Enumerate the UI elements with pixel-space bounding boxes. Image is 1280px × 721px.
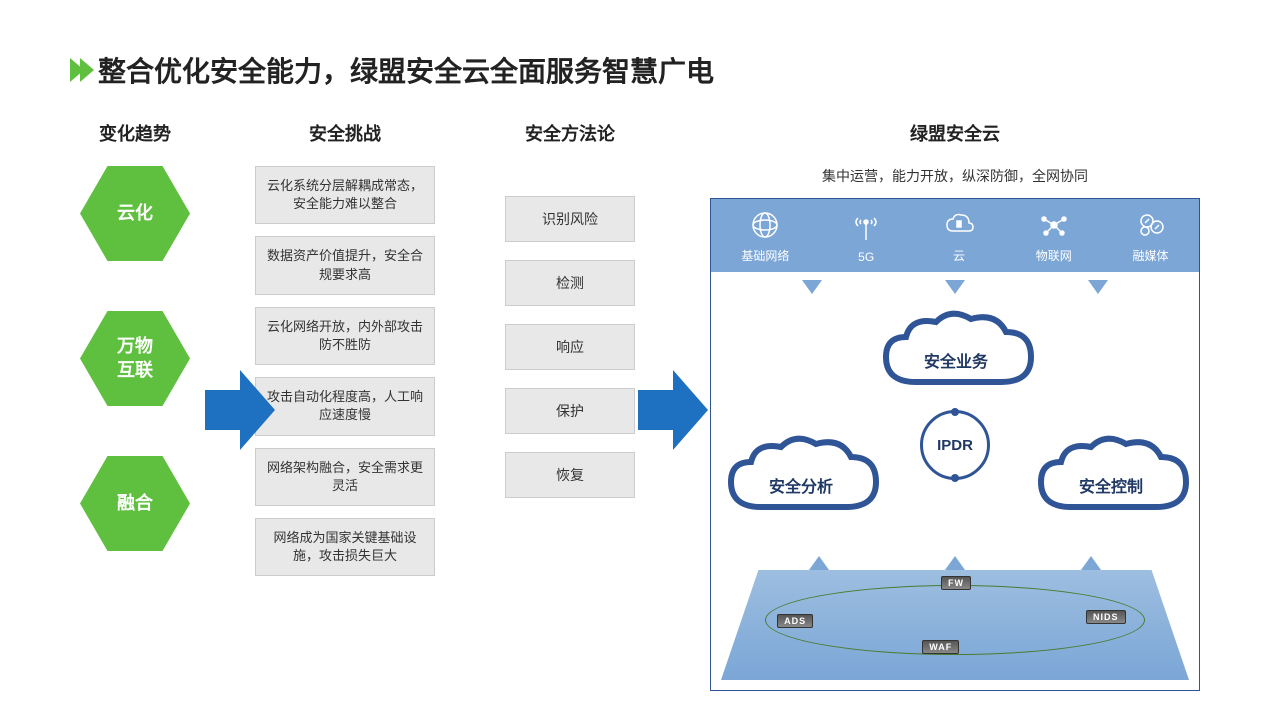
- col-method: 安全方法论 识别风险 检测 响应 保护 恢复: [500, 120, 640, 516]
- device-nids: NIDS: [1086, 610, 1126, 624]
- cloud-subtitle: 集中运营，能力开放，纵深防御，全网协同: [822, 166, 1088, 186]
- method-box: 保护: [505, 388, 635, 434]
- method-box: 识别风险: [505, 196, 635, 242]
- title-row: 整合优化安全能力，绿盟安全云全面服务智慧广电: [70, 50, 1210, 90]
- arrow-up-icon: [809, 556, 829, 570]
- col-label-challenges: 安全挑战: [309, 120, 381, 146]
- cloud-top: 安全业务: [876, 307, 1036, 397]
- media-icon: [1135, 209, 1167, 241]
- challenge-box: 攻击自动化程度高，人工响应速度慢: [255, 377, 435, 435]
- challenge-box: 云化网络开放，内外部攻击防不胜防: [255, 307, 435, 365]
- band-media: 融媒体: [1133, 209, 1169, 264]
- arrow-icon: [638, 370, 708, 450]
- arrow-down-icon: [1088, 280, 1108, 294]
- platform: FW ADS WAF NIDS: [721, 570, 1189, 680]
- arrow-up-icon: [1081, 556, 1101, 570]
- device-ads: ADS: [777, 614, 813, 628]
- challenge-box: 网络成为国家关键基础设施，攻击损失巨大: [255, 518, 435, 576]
- band-5g: 5G: [850, 212, 882, 264]
- arrows-up: [711, 556, 1199, 570]
- col-trends: 变化趋势 云化 万物 互联 融合: [70, 120, 200, 551]
- hex-fusion: 融合: [80, 456, 190, 551]
- ipdr-circle: IPDR: [920, 410, 990, 480]
- band-network: 基础网络: [741, 209, 789, 264]
- challenge-box: 网络架构融合，安全需求更灵活: [255, 448, 435, 506]
- arrow-up-icon: [945, 556, 965, 570]
- main-title: 整合优化安全能力，绿盟安全云全面服务智慧广电: [98, 50, 714, 90]
- col-label-method: 安全方法论: [525, 120, 615, 146]
- col-label-trends: 变化趋势: [99, 120, 171, 146]
- band-cloud: 云: [943, 209, 975, 264]
- arrows-down: [711, 272, 1199, 302]
- arrow-down-icon: [802, 280, 822, 294]
- col-label-cloud: 绿盟安全云: [910, 120, 1000, 146]
- top-band: 基础网络 5G 云 物联网 融媒体: [711, 199, 1199, 272]
- cloud-icon: [943, 209, 975, 241]
- col-challenges: 安全挑战 云化系统分层解耦成常态，安全能力难以整合 数据资产价值提升，安全合规要…: [250, 120, 440, 588]
- cloud-left: 安全分析: [721, 432, 881, 522]
- challenge-box: 云化系统分层解耦成常态，安全能力难以整合: [255, 166, 435, 224]
- hex-iot: 万物 互联: [80, 311, 190, 406]
- challenge-box: 数据资产价值提升，安全合规要求高: [255, 236, 435, 294]
- method-box: 检测: [505, 260, 635, 306]
- antenna-icon: [850, 212, 882, 244]
- cloud-area: 安全业务 安全分析 安全控制 IPDR: [711, 302, 1199, 562]
- iot-icon: [1038, 209, 1070, 241]
- cloud-panel: 基础网络 5G 云 物联网 融媒体 安全业务: [710, 198, 1200, 691]
- device-fw: FW: [941, 576, 971, 590]
- arrow-down-icon: [945, 280, 965, 294]
- band-iot: 物联网: [1036, 209, 1072, 264]
- device-waf: WAF: [922, 640, 959, 654]
- chevron-icon: [70, 58, 90, 82]
- method-box: 恢复: [505, 452, 635, 498]
- hex-cloud: 云化: [80, 166, 190, 261]
- arrow-icon: [205, 370, 275, 450]
- globe-icon: [749, 209, 781, 241]
- cloud-right: 安全控制: [1031, 432, 1191, 522]
- col-cloud: 绿盟安全云 集中运营，能力开放，纵深防御，全网协同 基础网络 5G 云 物联网 …: [700, 120, 1210, 691]
- method-box: 响应: [505, 324, 635, 370]
